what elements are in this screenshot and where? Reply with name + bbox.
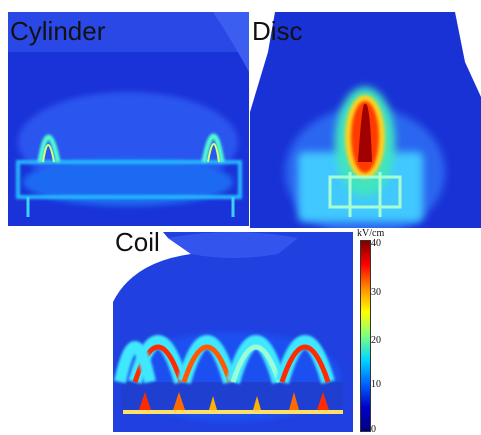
disc-field-plot: Disc <box>250 12 481 228</box>
cylinder-field-plot: Cylinder <box>8 12 249 226</box>
coil-hotspots <box>123 392 343 414</box>
cylinder-label: Cylinder <box>10 16 106 46</box>
coil-arches <box>114 335 335 384</box>
colorbar-gradient <box>360 240 371 432</box>
coil-label: Coil <box>115 232 160 257</box>
colorbar-tick-30: 30 <box>371 287 381 298</box>
cylinder-field-image <box>8 12 249 226</box>
colorbar-tick-10: 10 <box>371 379 381 390</box>
colorbar-tick-40: 40 <box>371 238 381 249</box>
colorbar-tick-0: 0 <box>371 424 376 435</box>
coil-field-image <box>113 232 353 432</box>
disc-label: Disc <box>252 16 303 46</box>
colorbar-unit: kV/cm <box>357 228 385 239</box>
colorbar-tick-20: 20 <box>371 335 381 346</box>
colorbar: kV/cm 40 30 20 10 0 <box>352 228 481 435</box>
disc-field-image <box>250 12 481 228</box>
coil-field-plot: Coil <box>113 232 353 432</box>
